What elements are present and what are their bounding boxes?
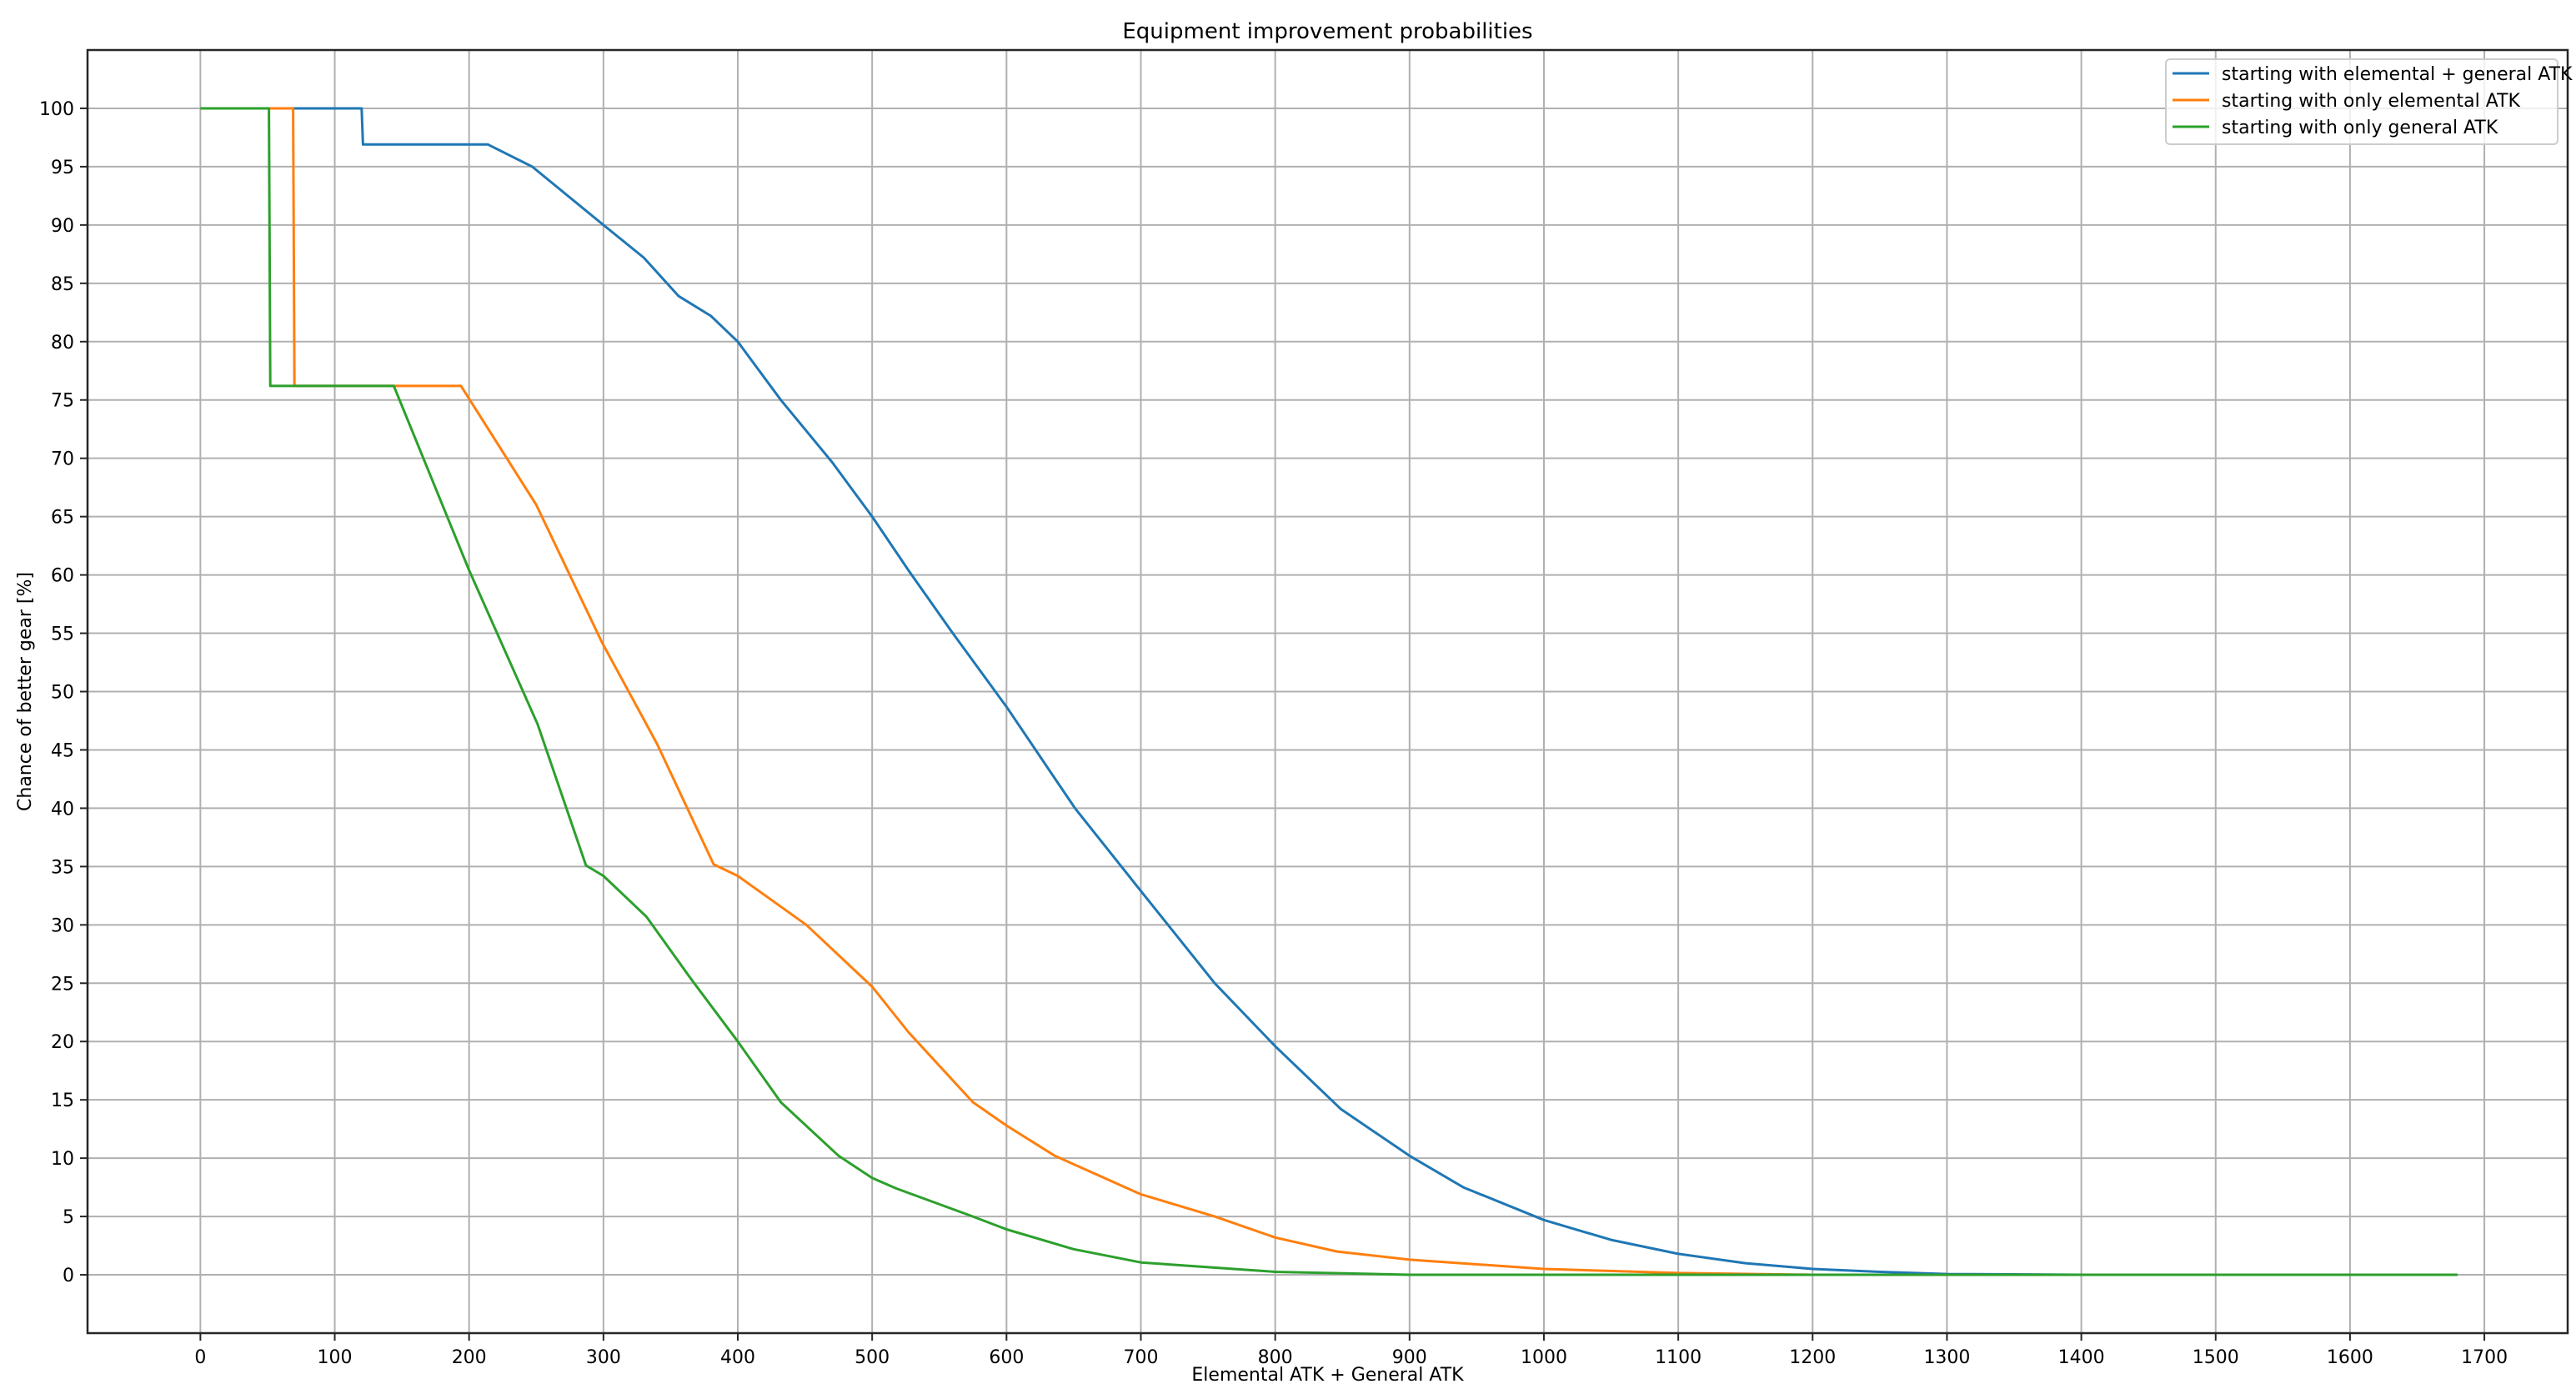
x-tick-label: 1400 [2058,1347,2105,1368]
x-tick-label: 100 [318,1347,353,1368]
y-tick-label: 30 [51,915,74,936]
x-tick-label: 700 [1123,1347,1158,1368]
y-tick-label: 65 [51,508,74,529]
y-tick-label: 5 [63,1207,74,1228]
x-tick-label: 900 [1392,1347,1427,1368]
y-tick-label: 95 [51,158,74,178]
y-axis-label: Chance of better gear [%] [15,572,36,811]
grid [88,50,2568,1333]
x-tick-label: 500 [854,1347,890,1368]
y-tick-label: 45 [51,740,74,761]
y-tick-label: 25 [51,974,74,995]
series-line-3 [200,107,2458,1276]
series-lines [200,107,2458,1276]
y-tick-label: 50 [51,683,74,704]
y-tick-label: 100 [39,99,74,120]
chart-title: Equipment improvement probabilities [1122,19,1532,44]
y-tick-label: 55 [51,624,74,645]
series-line-1 [200,107,2458,1276]
y-tick-label: 70 [51,449,74,470]
y-tick-label: 75 [51,391,74,412]
y-tick-label: 80 [51,333,74,354]
x-tick-label: 400 [720,1347,755,1368]
x-tick-label: 1700 [2461,1347,2508,1368]
x-tick-label: 300 [586,1347,621,1368]
x-tick-label: 600 [989,1347,1024,1368]
x-axis-label: Elemental ATK + General ATK [1191,1365,1464,1386]
y-tick-label: 35 [51,857,74,878]
x-tick-label: 1200 [1789,1347,1836,1368]
legend-label: starting with only elemental ATK [2222,91,2521,112]
y-tick-label: 85 [51,274,74,295]
y-tick-label: 0 [63,1266,74,1286]
legend: starting with elemental + general ATK sta… [2165,58,2573,145]
x-tick-label: 0 [194,1347,206,1368]
x-tick-label: 1100 [1655,1347,1701,1368]
x-tick-label: 1500 [2193,1347,2239,1368]
axis-ticks: 0 100 200 300 400 500 600 700 800 900 1000 1100 1200… [39,99,2508,1368]
y-tick-label: 60 [51,566,74,587]
legend-label: starting with elemental + general ATK [2222,64,2573,85]
x-tick-label: 1300 [1923,1347,1970,1368]
y-tick-label: 20 [51,1032,74,1053]
y-tick-label: 10 [51,1149,74,1170]
x-tick-label: 1600 [2327,1347,2373,1368]
x-tick-label: 800 [1258,1347,1293,1368]
y-tick-label: 15 [51,1091,74,1111]
y-tick-label: 90 [51,216,74,237]
y-tick-label: 40 [51,799,74,820]
x-tick-label: 1000 [1521,1347,1567,1368]
legend-label: starting with only general ATK [2222,118,2498,138]
x-tick-label: 200 [452,1347,487,1368]
series-line-2 [200,107,2458,1276]
legend-box [2165,58,2558,145]
